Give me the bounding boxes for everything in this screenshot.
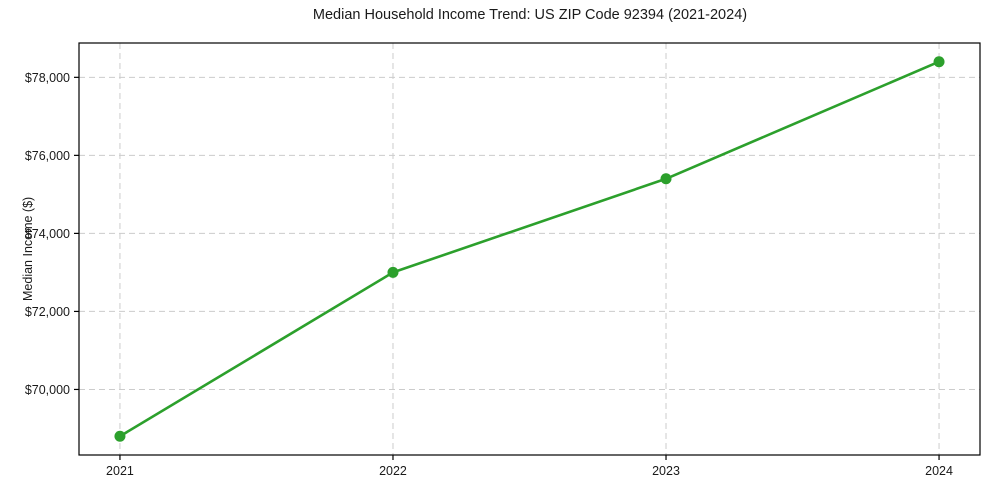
chart-title: Median Household Income Trend: US ZIP Co… [312, 7, 748, 23]
data-point [660, 173, 672, 185]
y-tick-label: $72,000 [25, 305, 70, 319]
x-tick-label: 2021 [106, 464, 134, 478]
data-point [933, 56, 945, 68]
plot-border [78, 42, 981, 456]
x-tick-label: 2023 [652, 464, 680, 478]
y-tick-label: $74,000 [25, 227, 70, 241]
data-point [387, 266, 399, 278]
data-point [114, 430, 126, 442]
data-line [118, 60, 941, 438]
y-tick-label: $70,000 [25, 383, 70, 397]
y-tick-label: $78,000 [25, 71, 70, 85]
x-tick-label: 2022 [379, 464, 407, 478]
x-tick-label: 2024 [925, 464, 953, 478]
y-tick-label: $76,000 [25, 149, 70, 163]
